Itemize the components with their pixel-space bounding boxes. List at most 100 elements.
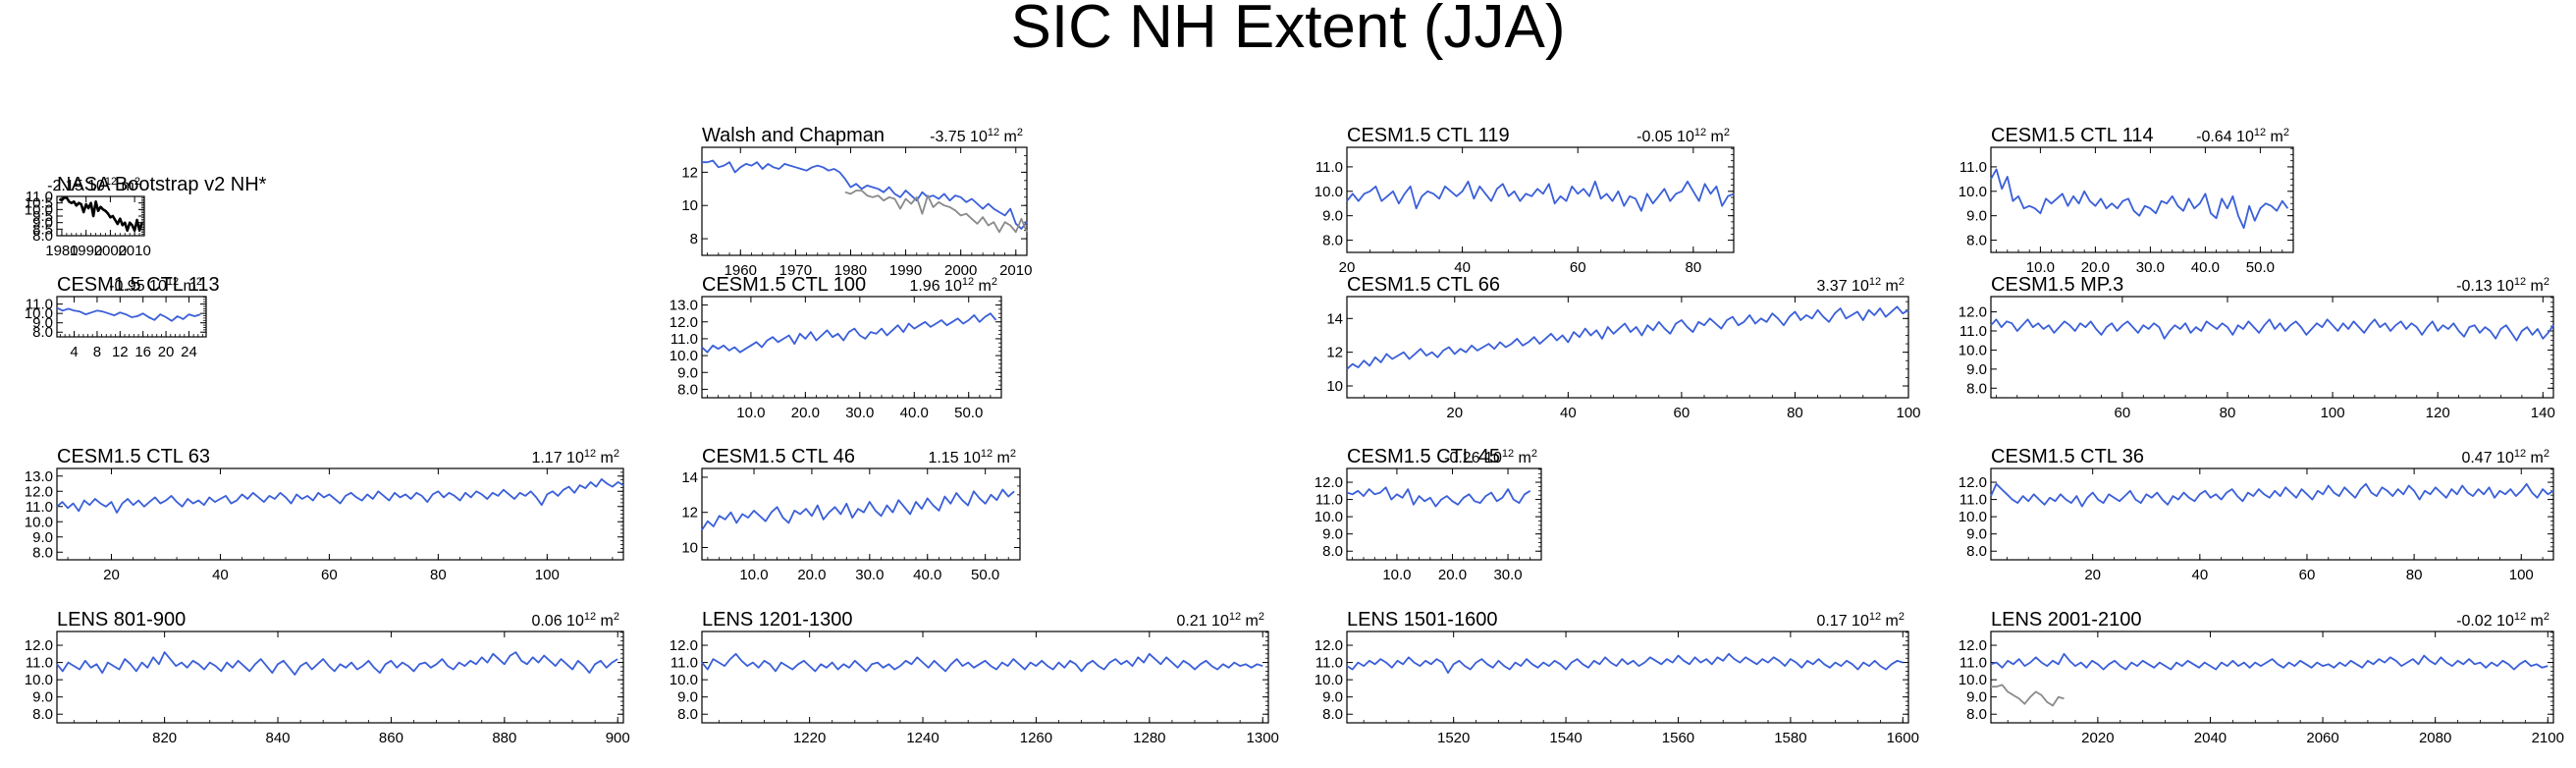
y-tick-label: 11.0 [1959, 655, 1987, 672]
trend-part: 2 [1017, 127, 1023, 138]
trend-annotation: -3.75 1012 m2 [930, 127, 1023, 145]
y-tick-label: 10.0 [1959, 184, 1987, 200]
y-tick-label: 9.0 [677, 364, 698, 381]
trend-part: -0.05 [1637, 129, 1677, 145]
trend-part: m [1514, 450, 1531, 466]
trend-part: m [974, 278, 992, 295]
x-tick-label: 2080 [2419, 730, 2451, 746]
trend-part: 12 [1869, 276, 1881, 288]
trend-part: 10 [566, 450, 584, 466]
series-line-1 [1990, 652, 2549, 671]
x-tick-label: 80 [1787, 405, 1803, 421]
trend-part: -0.02 [2456, 613, 2496, 630]
panel-title: LENS 801-900 [57, 609, 186, 631]
trend-part: -2.15 [47, 178, 87, 194]
y-tick-label: 10.0 [25, 201, 53, 218]
panel-1: 8.08.59.09.510.010.511.0 1980199020002010… [25, 174, 267, 259]
y-tick-label: 12.0 [25, 637, 53, 654]
trend-part: m [1241, 613, 1259, 630]
y-tick-label: 10.0 [1315, 672, 1343, 688]
series-line-1 [1346, 652, 1904, 674]
y-tick-label: 9.0 [1966, 689, 1987, 706]
series-line-1 [56, 651, 618, 676]
panel-8: 8.0 9.0 10.0 11.0 12.0 60 80 100 120 140 CESM1.5 M… [1959, 274, 2555, 421]
trend-part: 10 [1852, 613, 1869, 630]
series-line-1 [58, 196, 143, 232]
x-tick-label: 30.0 [1493, 567, 1522, 583]
y-tick-label: 14 [681, 469, 698, 486]
y-tick-label: 11.0 [1315, 655, 1343, 672]
trend-part: 12 [1229, 611, 1241, 623]
y-tick-label: 10.0 [25, 672, 53, 688]
trend-part: 10 [1677, 129, 1694, 145]
trend-part: 12 [167, 276, 179, 288]
y-tick-label: 9.0 [1322, 689, 1343, 706]
x-tick-label: 20.0 [1438, 567, 1467, 583]
trend-annotation: -0.95 1012 m2 [109, 276, 202, 295]
x-tick-label: 2060 [2306, 730, 2338, 746]
x-tick-label: 50.0 [954, 405, 983, 421]
trend-part: 2 [196, 276, 202, 288]
y-tick-label: 12.0 [670, 314, 698, 331]
y-tick-label: 11.0 [1315, 159, 1343, 176]
x-tick-label: 30.0 [2136, 259, 2165, 276]
panel-title: LENS 1501-1600 [1347, 609, 1497, 631]
series-line-1 [1346, 486, 1531, 508]
x-tick-label: 40 [212, 567, 229, 583]
x-tick-label: 100 [535, 567, 560, 583]
trend-part: 2 [614, 611, 619, 623]
y-tick-label: 9.0 [1966, 361, 1987, 378]
y-tick-label: 12.0 [670, 637, 698, 654]
x-tick-label: 20.0 [797, 567, 826, 583]
x-tick-label: 860 [379, 730, 403, 746]
y-tick-label: 10.0 [1315, 509, 1343, 525]
panel-title: CESM1.5 CTL 46 [702, 446, 855, 467]
panel-title: CESM1.5 CTL 45 [1347, 446, 1500, 467]
trend-annotation: 1.15 1012 m2 [928, 448, 1016, 466]
x-tick-label: 1980 [45, 243, 78, 259]
x-tick-label: 100 [2509, 567, 2534, 583]
panel-title: CESM1.5 CTL 113 [57, 274, 220, 296]
series-line-1 [56, 477, 624, 514]
trend-part: 1.17 [531, 450, 566, 466]
y-tick-label: 9.0 [32, 689, 53, 706]
y-tick-label: 11.0 [1959, 159, 1987, 176]
x-tick-label: 20 [1446, 405, 1463, 421]
y-tick-label: 10.0 [25, 305, 53, 322]
plot-frame [1990, 467, 2554, 561]
x-tick-label: 20.0 [791, 405, 820, 421]
panel-9: 8.09.010.011.012.013.0 20 40 60 80 100 CESM1.5… [25, 446, 624, 583]
y-tick-label: 9.0 [32, 315, 53, 332]
x-tick-label: 1240 [906, 730, 939, 746]
trend-part: m [596, 613, 614, 630]
x-tick-label: 30.0 [855, 567, 884, 583]
x-tick-label: 40.0 [913, 567, 941, 583]
trend-part: m [1881, 278, 1899, 295]
panel-title: CESM1.5 CTL 36 [1991, 446, 2144, 467]
x-tick-label: 120 [2426, 405, 2450, 421]
trend-part: m [1706, 129, 1724, 145]
trend-part: 10 [149, 278, 167, 295]
trend-part: 2 [1259, 611, 1264, 623]
trend-part: 3.37 [1816, 278, 1852, 295]
y-tick-label: 10.0 [1959, 342, 1987, 358]
panel-title: CESM1.5 CTL 63 [57, 446, 210, 467]
x-tick-label: 2020 [2081, 730, 2114, 746]
trend-part: 12 [584, 448, 596, 460]
trend-part: -0.13 [2456, 278, 2496, 295]
panel-16: 8.09.010.011.012.0 2020 2040 2060 2080 2100 LE… [1959, 609, 2564, 746]
panel-title: CESM1.5 CTL 119 [1347, 125, 1510, 146]
y-tick-label: 8.0 [1966, 543, 1987, 560]
y-tick-label: 10.0 [25, 514, 53, 530]
x-tick-label: 30.0 [845, 405, 874, 421]
series-line-2 [1991, 684, 2065, 707]
series-line-1 [1346, 305, 1909, 370]
x-tick-label: 40 [1560, 405, 1577, 421]
x-tick-label: 1580 [1774, 730, 1806, 746]
y-tick-label: 12.0 [1959, 304, 1987, 321]
trend-part: 12 [1869, 611, 1881, 623]
trend-annotation: -2.15 1012 m2 [47, 176, 140, 194]
trend-annotation: 0.21 1012 m2 [1176, 611, 1264, 630]
x-tick-label: 1560 [1662, 730, 1694, 746]
x-tick-label: 20 [2084, 567, 2101, 583]
